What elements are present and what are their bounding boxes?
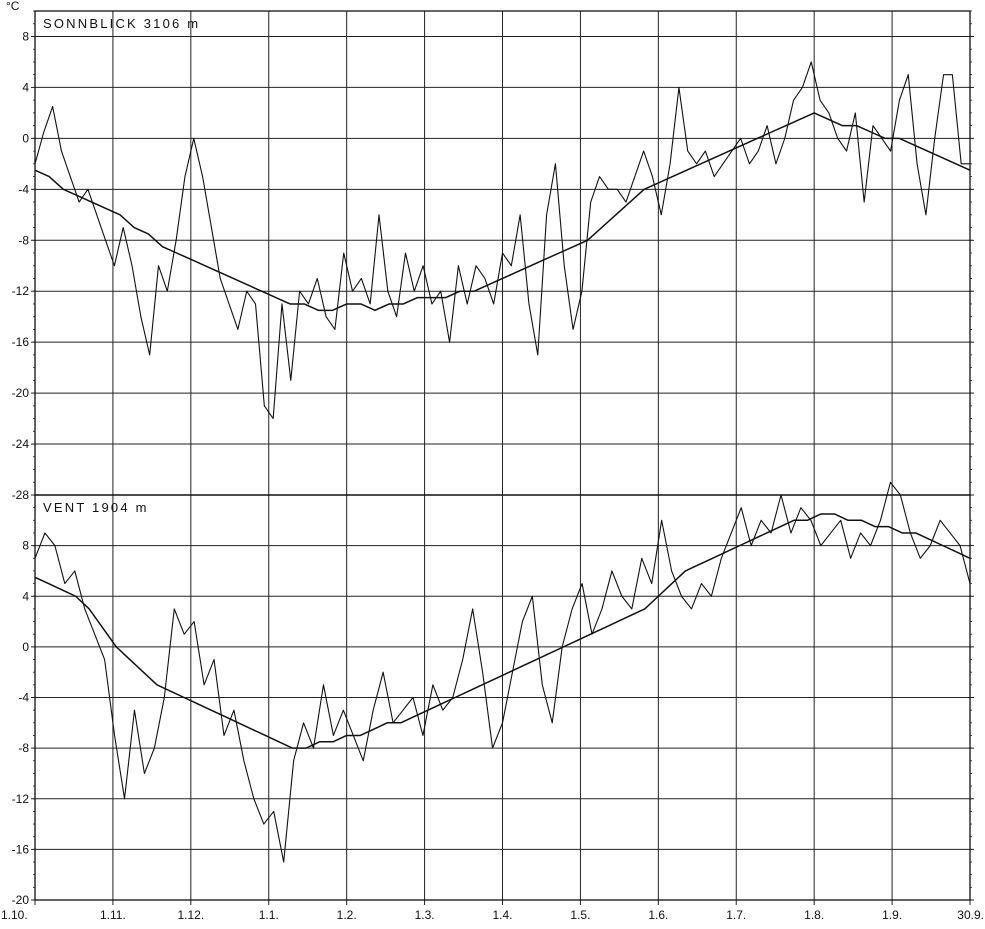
x-tick-label: 1.9. [882,908,902,922]
frame-layer [34,10,971,901]
x-tick-label: 1.1. [259,908,279,922]
y-tick-label: 0 [22,131,29,145]
y-tick-label: 4 [22,589,29,603]
x-tick-label: 1.11. [100,908,126,922]
series-smoothed-line [34,112,971,312]
y-tick-label: -12 [12,792,30,806]
series-smoothed-line [34,513,971,749]
x-tick-label: 1.3. [415,908,435,922]
panel-title: SONNBLICK 3106 m [43,16,200,31]
y-tick-label: -4 [18,182,29,196]
x-tick-label: 1.4. [492,908,512,922]
x-tick-label: 1.8. [804,908,824,922]
grid-layer [31,10,974,905]
x-tick-label: 1.12. [177,908,204,922]
y-tick-label: -20 [12,386,30,400]
y-unit-label: °C [6,0,20,13]
series-daily-line [34,481,971,863]
y-tick-label: -16 [12,335,30,349]
y-tick-label: 0 [22,640,29,654]
x-tick-label: 1.10. [1,908,28,922]
y-tick-label: 8 [22,29,29,43]
x-tick-label: 1.7. [726,908,746,922]
y-tick-label: -20 [12,893,30,907]
x-tick-label: 1.6. [648,908,668,922]
y-tick-label: -24 [12,437,30,451]
x-tick-label: 1.5. [570,908,590,922]
panel-title: VENT 1904 m [43,500,149,515]
y-tick-label: 8 [22,539,29,553]
y-tick-label: -16 [12,842,30,856]
series-daily-line [34,61,970,420]
series-layer [34,61,971,863]
y-tick-label: -28 [12,488,30,502]
y-tick-label: -8 [18,233,29,247]
y-tick-label: 4 [22,80,29,94]
x-tick-label: 1.2. [337,908,357,922]
panel-frame [34,494,971,901]
x-tick-label: 30.9. [957,908,984,922]
y-tick-label: -4 [18,691,29,705]
y-tick-label: -12 [12,284,30,298]
y-tick-label: -8 [18,741,29,755]
